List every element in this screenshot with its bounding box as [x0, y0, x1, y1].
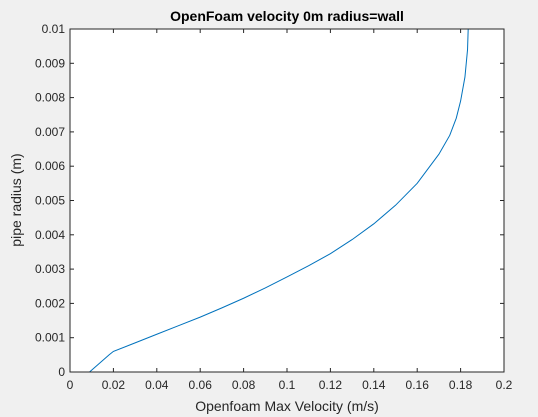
plot-area — [70, 29, 504, 372]
x-tick-label: 0 — [67, 378, 74, 392]
x-tick-label: 0.06 — [189, 378, 213, 392]
chart-title: OpenFoam velocity 0m radius=wall — [170, 8, 404, 24]
y-tick-label: 0.003 — [35, 262, 65, 276]
x-tick-label: 0.04 — [145, 378, 169, 392]
y-axis-label: pipe radius (m) — [8, 153, 24, 246]
data-layer — [70, 28, 469, 373]
y-tick-label: 0 — [58, 365, 65, 379]
x-tick-label: 0.16 — [406, 378, 430, 392]
x-tick-label: 0.02 — [102, 378, 126, 392]
x-tick-label: 0.12 — [319, 378, 343, 392]
y-tick-label: 0.004 — [35, 228, 65, 242]
x-tick-label: 0.18 — [449, 378, 473, 392]
x-axis-ticks: 0 0.02 0.04 0.06 0.08 0.1 0.12 0.14 0.16 0.18 0.2 — [67, 29, 513, 392]
y-tick-label: 0.01 — [42, 22, 66, 36]
series-line-0 — [70, 28, 469, 373]
x-tick-label: 0.1 — [279, 378, 296, 392]
x-tick-label: 0.2 — [496, 378, 513, 392]
y-tick-label: 0.008 — [35, 91, 65, 105]
y-tick-label: 0.007 — [35, 125, 65, 139]
y-tick-label: 0.002 — [35, 296, 65, 310]
y-tick-label: 0.001 — [35, 331, 65, 345]
y-tick-label: 0.009 — [35, 56, 65, 70]
y-tick-label: 0.005 — [35, 194, 65, 208]
y-axis-ticks: 0 0.001 0.002 0.003 0.004 0.005 0.006 0.007 0.00… — [35, 22, 504, 379]
x-axis-label: Openfoam Max Velocity (m/s) — [195, 398, 379, 414]
y-tick-label: 0.006 — [35, 159, 65, 173]
x-tick-label: 0.14 — [362, 378, 386, 392]
plot-frame — [69, 28, 505, 373]
x-tick-label: 0.08 — [232, 378, 256, 392]
